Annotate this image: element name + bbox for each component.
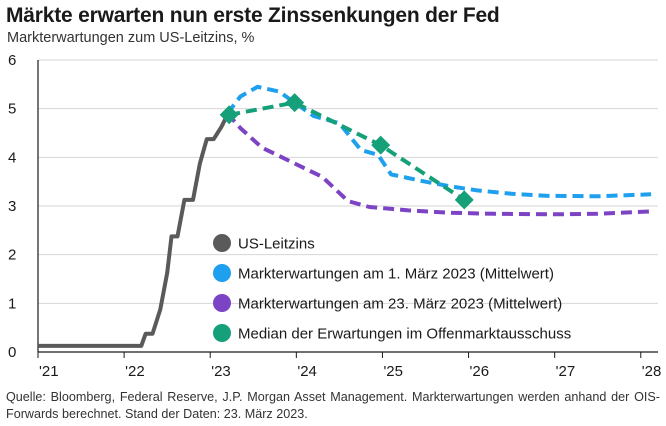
grid-lines <box>37 59 658 353</box>
x-tick-label-2027: '27 <box>556 363 576 380</box>
y-tick-labels: 0 1 2 3 4 5 6 <box>8 52 16 361</box>
series-4-marker-1 <box>219 105 239 125</box>
legend-swatch-1 <box>213 234 231 252</box>
legend: US-Leitzins Markterwartungen am 1. März 2… <box>213 234 571 343</box>
y-tick-label-3: 3 <box>8 198 16 215</box>
source-note: Quelle: Bloomberg, Federal Reserve, J.P.… <box>6 390 660 421</box>
y-tick-label-0: 0 <box>8 344 16 361</box>
x-tick-label-2026: '26 <box>470 363 490 380</box>
x-tick-label-2022: '22 <box>125 363 145 380</box>
y-tick-label-5: 5 <box>8 101 16 118</box>
series-lines <box>38 84 652 348</box>
legend-label-3: Markterwartungen am 23. März 2023 (Mitte… <box>238 296 562 313</box>
series-line-4 <box>228 100 466 202</box>
x-tick-label-2025: '25 <box>383 363 403 380</box>
y-tick-label-6: 6 <box>8 52 16 69</box>
x-tick-label-2028: '28 <box>642 363 662 380</box>
x-tick-label-2024: '24 <box>297 363 317 380</box>
series-line-2 <box>225 84 652 199</box>
legend-swatch-3 <box>213 294 231 312</box>
series-4-marker-3 <box>371 135 391 155</box>
y-tick-label-4: 4 <box>8 149 16 166</box>
series-4-marker-2 <box>285 93 305 113</box>
chart-subtitle: Markterwartungen zum US-Leitzins, % <box>7 30 255 46</box>
legend-label-2: Markterwartungen am 1. März 2023 (Mittel… <box>238 266 554 283</box>
legend-swatch-2 <box>213 264 231 282</box>
series-line-1 <box>38 113 230 348</box>
x-tick-label-2023: '23 <box>211 363 231 380</box>
series-4-marker-4 <box>454 190 474 210</box>
legend-label-4: Median der Erwartungen im Offenmarktauss… <box>238 326 571 343</box>
chart-title: Märkte erwarten nun erste Zinssenkungen … <box>6 4 500 27</box>
y-tick-label-1: 1 <box>8 295 16 312</box>
x-tick-label-2021: '21 <box>39 363 59 380</box>
x-tick-marks: '21 '22 '23 '24 '25 '26 '27 '28 <box>37 352 662 380</box>
legend-label-1: US-Leitzins <box>238 236 315 253</box>
series-line-3 <box>225 112 652 217</box>
y-tick-label-2: 2 <box>8 247 16 264</box>
legend-swatch-4 <box>213 324 231 342</box>
series-markers <box>219 93 474 210</box>
